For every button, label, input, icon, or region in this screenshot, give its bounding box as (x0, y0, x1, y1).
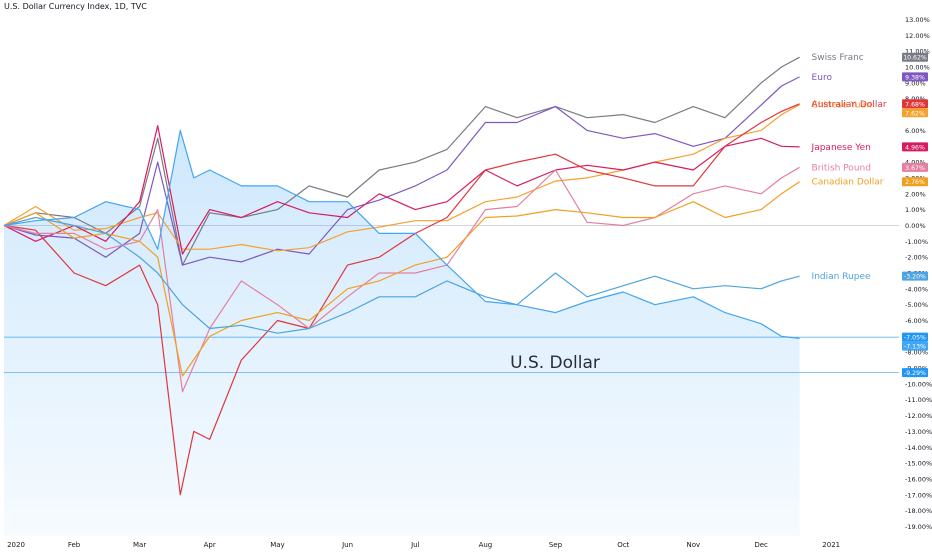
y-tick-label: 6.00% (905, 127, 926, 135)
y-tick-label: -12.00% (905, 412, 932, 420)
x-tick-label: Apr (204, 541, 216, 549)
y-tick-label: 4.00% (905, 159, 926, 167)
series-label-swiss-franc: Swiss Franc (812, 53, 864, 63)
series-line-indian-rupee (3, 216, 800, 334)
last-value-text-japanese-yen: 4.96% (905, 144, 925, 151)
y-tick-label: -8.00% (905, 349, 928, 357)
last-value-badge-euro (902, 72, 928, 82)
last-value-text-u-s-dollar: -7.13% (904, 344, 926, 351)
series-line-canadian-dollar (3, 181, 800, 377)
y-tick-label: 8.00% (905, 95, 926, 103)
x-tick-label: Sep (549, 541, 563, 549)
x-tick-label: Jun (341, 541, 353, 549)
series-line-japanese-yen (3, 125, 800, 255)
series-line-swiss-franc (3, 56, 800, 266)
last-value-badge-british-pound (902, 162, 928, 172)
x-tick-label: 2020 (7, 541, 25, 549)
series-label-euro: Euro (812, 73, 833, 83)
y-tick-label: 9.00% (905, 79, 926, 87)
y-tick-label: -14.00% (905, 444, 932, 452)
y-tick-label: -4.00% (905, 285, 928, 293)
y-tick-label: -5.00% (905, 301, 928, 309)
x-tick-label: Oct (617, 541, 629, 549)
y-tick-label: 11.00% (905, 48, 930, 56)
y-tick-label: -10.00% (905, 380, 932, 388)
last-value-text-euro: 9.38% (905, 74, 925, 81)
series-label-japanese-yen: Japanese Yen (811, 143, 871, 153)
y-tick-label: -18.00% (905, 507, 932, 515)
last-value-text-chinese-yuan: 7.62% (905, 110, 925, 117)
series-line-euro (3, 76, 800, 266)
last-value-text-australian-dollar: 7.68% (905, 101, 925, 108)
x-tick-label: Nov (686, 541, 700, 549)
last-value-text-extra-1: -9.29% (904, 370, 926, 377)
y-tick-label: -1.00% (905, 238, 928, 246)
x-tick-label: 2021 (822, 541, 840, 549)
y-tick-label: -17.00% (905, 491, 932, 499)
background-series-label: U.S. Dollar (510, 353, 600, 373)
last-value-text-canadian-dollar: 2.76% (905, 179, 925, 186)
y-tick-label: 0.00% (905, 222, 926, 230)
y-tick-label: 2.00% (905, 190, 926, 198)
series-label-chinese-yuan: Chinese Yuan (812, 101, 872, 111)
last-value-badge-chinese-yuan (902, 108, 928, 118)
y-tick-label: 13.00% (905, 16, 930, 24)
x-tick-label: Mar (133, 541, 146, 549)
x-tick-label: Feb (68, 541, 81, 549)
last-value-badge-extra-1 (902, 368, 928, 378)
x-tick-label: Dec (754, 541, 768, 549)
last-value-text-british-pound: 3.67% (905, 165, 925, 172)
last-value-badge-canadian-dollar (902, 177, 928, 187)
series-label-australian-dollar: Australian Dollar (812, 100, 887, 110)
last-value-badge-australian-dollar (902, 99, 928, 109)
x-tick-label: Jul (410, 541, 420, 549)
chart-header-title: U.S. Dollar Currency Index, 1D, TVC (4, 2, 147, 11)
last-value-text-extra-0: -7.05% (904, 335, 926, 342)
y-tick-label: 10.00% (905, 64, 930, 72)
y-tick-label: -11.00% (905, 396, 932, 404)
series-label-british-pound: British Pound (812, 163, 871, 173)
y-tick-label: -6.00% (905, 317, 928, 325)
last-value-text-swiss-franc: 10.62% (903, 55, 927, 62)
x-tick-label: Aug (479, 541, 493, 549)
y-tick-label: 1.00% (905, 206, 926, 214)
x-tick-label: May (270, 541, 284, 549)
y-tick-label: -13.00% (905, 428, 932, 436)
usd-area-fill (4, 130, 800, 536)
y-tick-label: 12.00% (905, 32, 930, 40)
series-line-australian-dollar (3, 103, 800, 496)
last-value-text-indian-rupee: -3.20% (904, 274, 926, 281)
last-value-badge-japanese-yen (902, 142, 928, 152)
series-label-indian-rupee: Indian Rupee (812, 272, 871, 282)
y-tick-label: -16.00% (905, 475, 932, 483)
y-tick-label: -2.00% (905, 254, 928, 262)
last-value-badge-u-s-dollar (902, 341, 928, 351)
last-value-badge-extra-0 (902, 332, 928, 342)
last-value-badge-swiss-franc (902, 52, 928, 62)
y-tick-label: -19.00% (905, 523, 932, 531)
y-tick-label: -15.00% (905, 460, 932, 468)
series-label-canadian-dollar: Canadian Dollar (812, 178, 884, 188)
series-line-u-s-dollar (3, 129, 800, 339)
last-value-badge-indian-rupee (902, 271, 928, 281)
